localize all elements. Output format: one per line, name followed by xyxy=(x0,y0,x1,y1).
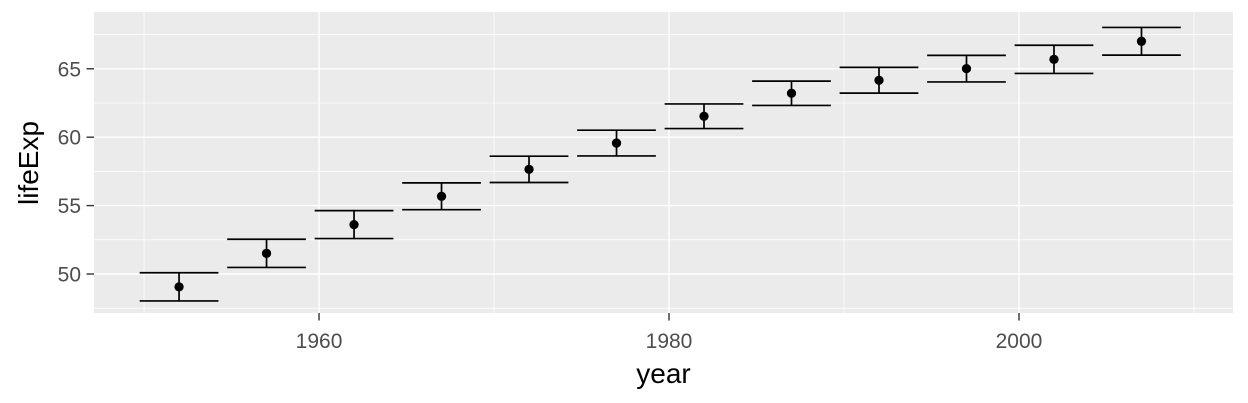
y-axis-title: lifeExp xyxy=(13,120,44,206)
data-point xyxy=(436,191,447,201)
data-point xyxy=(961,63,972,74)
data-point xyxy=(349,219,359,230)
data-point xyxy=(1136,36,1147,46)
data-point xyxy=(261,248,272,258)
data-point xyxy=(524,164,534,174)
y-tick-label: 55 xyxy=(58,195,81,218)
x-axis-title: year xyxy=(636,358,691,389)
x-tick-label: 1960 xyxy=(296,330,343,353)
data-point xyxy=(611,138,622,148)
data-point xyxy=(174,282,184,292)
panel-background xyxy=(94,12,1233,313)
data-point xyxy=(786,88,797,98)
y-tick-label: 60 xyxy=(58,127,81,150)
data-point xyxy=(699,111,709,121)
data-point xyxy=(874,75,884,85)
y-tick-label: 50 xyxy=(58,264,81,287)
y-tick-label: 65 xyxy=(58,58,81,81)
data-point xyxy=(1049,54,1059,64)
x-tick-label: 1980 xyxy=(646,330,693,353)
x-tick-label: 2000 xyxy=(996,330,1043,353)
